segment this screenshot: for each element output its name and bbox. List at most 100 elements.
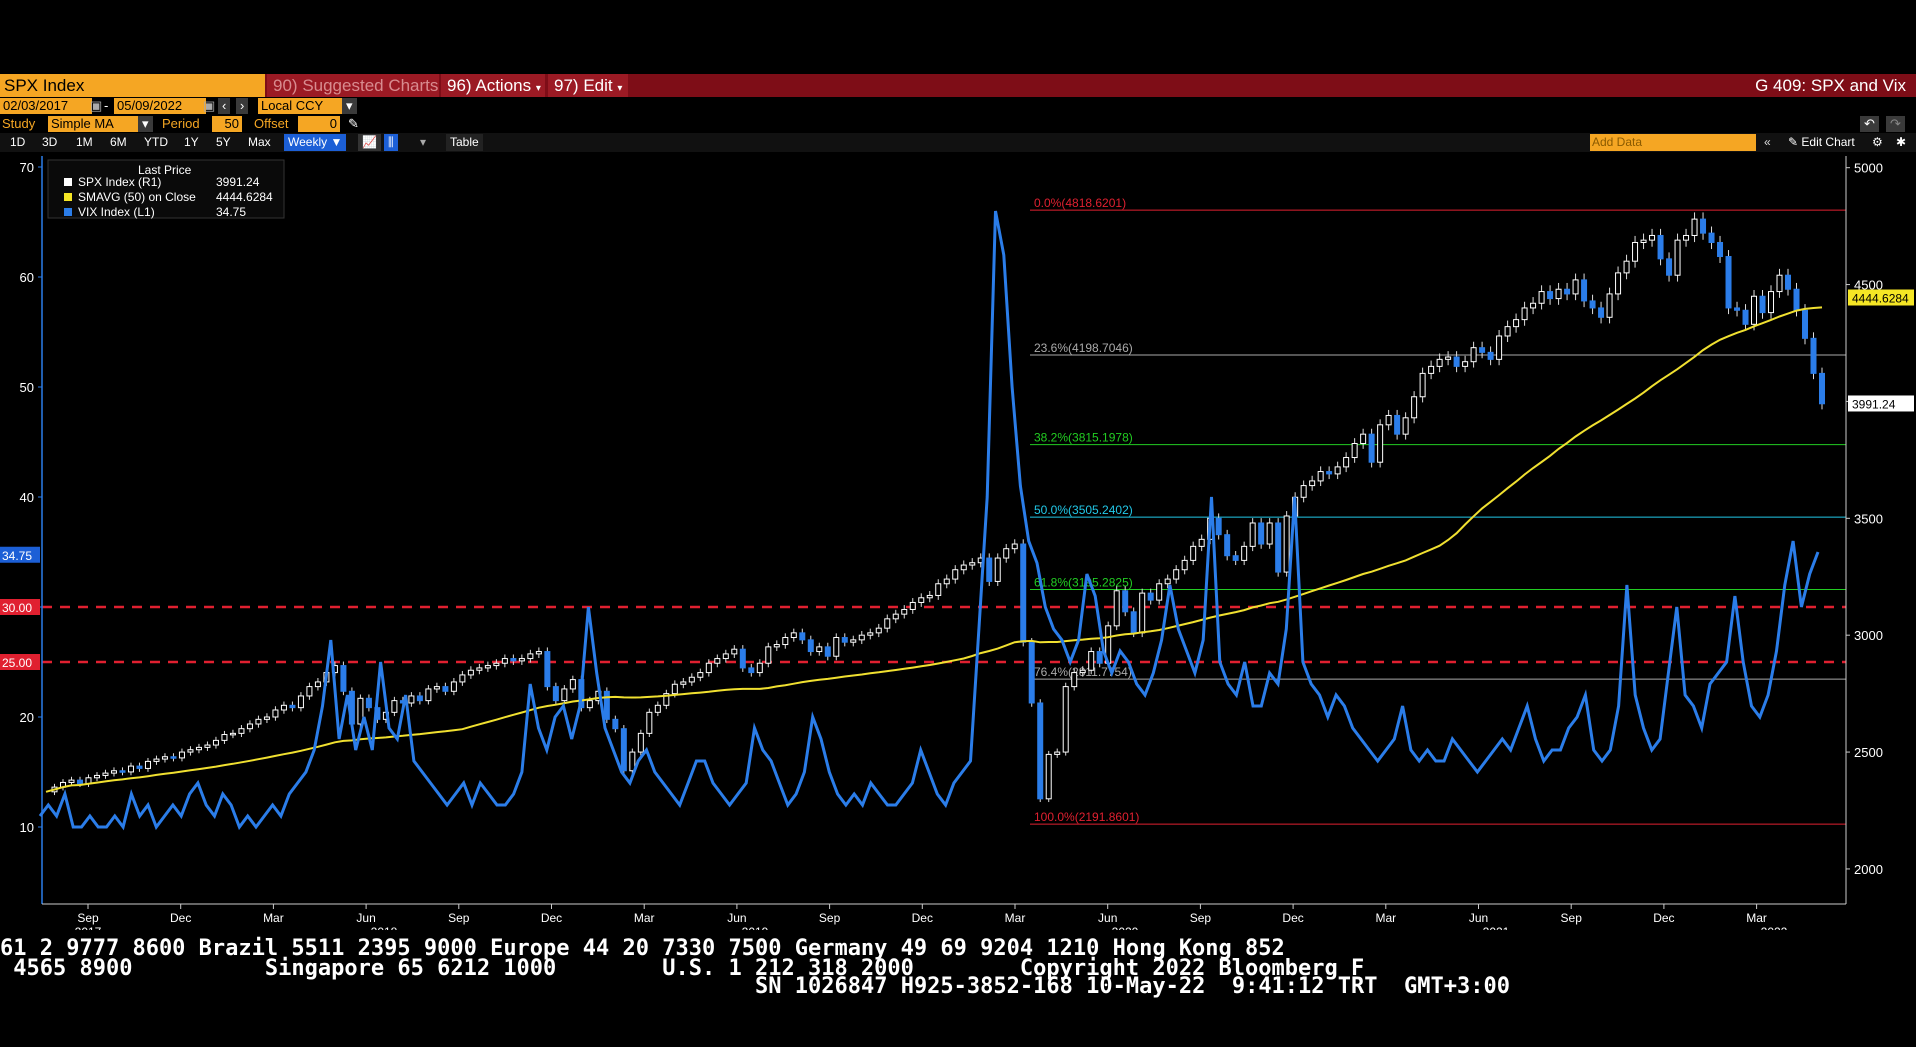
x-tick-label: Jun (1469, 911, 1488, 925)
candle-body (671, 683, 678, 695)
candle-body (255, 718, 262, 725)
actions-menu[interactable]: 96) Actions ▾ (441, 74, 545, 97)
candle-body (365, 697, 372, 709)
edit-chart-label: Edit Chart (1801, 135, 1855, 149)
candle-body (238, 728, 245, 734)
prev-arrow-icon[interactable]: ‹ (218, 98, 231, 114)
candle-body (1810, 337, 1817, 374)
gear-icon[interactable]: ✱ (1896, 135, 1907, 149)
calendar-icon[interactable]: ▣ (90, 98, 103, 113)
undo-icon[interactable]: ↶ (1860, 116, 1879, 132)
frequency-select[interactable]: Weekly ▼ (284, 134, 347, 151)
left-tick-label: 50 (20, 380, 34, 395)
study-select[interactable]: Simple MA (48, 116, 140, 132)
candle-body (1606, 293, 1613, 318)
candle-body (773, 644, 780, 648)
candle-body (901, 608, 908, 615)
candle-body (663, 693, 670, 706)
ticker-field[interactable]: SPX Index (0, 74, 265, 97)
redo-icon[interactable]: ↷ (1886, 116, 1905, 132)
x-tick-label: Jun (1098, 911, 1117, 925)
candle-body (76, 779, 83, 785)
candle-body (884, 618, 891, 629)
candle-body (1581, 279, 1588, 302)
candle-body (408, 695, 415, 704)
candle-body (1666, 258, 1673, 276)
spx-candles (51, 212, 1825, 803)
table-button[interactable]: Table (446, 134, 483, 151)
offset-input[interactable]: 0 (298, 116, 340, 132)
edit-chart-button[interactable]: ✎ Edit Chart (1788, 135, 1855, 149)
candle-body (518, 658, 525, 662)
candle-body (1725, 256, 1732, 309)
x-tick-label: Jun (356, 911, 375, 925)
end-date-input[interactable]: 05/09/2022 (114, 98, 206, 114)
currency-select[interactable]: Local CCY (258, 98, 344, 114)
candle-body (1224, 534, 1231, 557)
calendar-icon[interactable]: ▣ (203, 98, 216, 113)
right-tick-label: 5000 (1854, 161, 1883, 176)
chevron-down-icon[interactable]: ▾ (420, 135, 427, 149)
candle-body (1258, 522, 1265, 545)
pencil-icon[interactable]: ✎ (348, 116, 359, 131)
legend-swatch (64, 193, 72, 201)
candle-body (841, 637, 848, 643)
candle-body (1062, 686, 1069, 753)
range-ytd[interactable]: YTD (144, 135, 168, 149)
candle-chart-icon[interactable]: ⫼ (384, 134, 398, 151)
right-tick-label: 2000 (1854, 862, 1883, 877)
candle-body (340, 665, 347, 692)
candle-body (153, 758, 160, 762)
range-1y[interactable]: 1Y (184, 135, 199, 149)
title-bar: SPX Index 90) Suggested Charts 96) Actio… (0, 74, 1916, 97)
candle-body (1385, 414, 1392, 426)
line-chart-icon[interactable]: 📈 (358, 134, 381, 151)
footer-line-1: 61 2 9777 8600 Brazil 5511 2395 9000 Eur… (0, 936, 1285, 961)
x-tick-label: Mar (263, 911, 284, 925)
right-badge-bg (1848, 289, 1914, 306)
chevron-down-icon[interactable]: ▾ (138, 116, 153, 132)
collapse-icon[interactable]: « (1764, 135, 1771, 149)
chevron-down-icon[interactable]: ▾ (342, 98, 357, 114)
candle-body (1504, 326, 1511, 337)
range-1m[interactable]: 1M (76, 135, 93, 149)
year-label: 2020 (1112, 925, 1139, 930)
candle-body (1496, 335, 1503, 360)
period-input[interactable]: 50 (212, 116, 242, 132)
study-label: Study (2, 116, 36, 131)
candle-body (187, 749, 194, 753)
candle-body (620, 728, 627, 772)
chart-name: G 409: SPX and Vix (1755, 76, 1906, 95)
suggested-charts-menu[interactable]: 90) Suggested Charts (267, 74, 439, 97)
footer-line-3: SN 1026847 H925-3852-168 10-May-22 9:41:… (755, 974, 1510, 999)
range-6m[interactable]: 6M (110, 135, 127, 149)
settings-icon[interactable]: ⚙ (1872, 135, 1883, 149)
candle-body (1368, 433, 1375, 463)
candle-body (1088, 651, 1095, 671)
range-5y[interactable]: 5Y (216, 135, 231, 149)
candle-body (1530, 302, 1537, 309)
start-date-input[interactable]: 02/03/2017 (0, 98, 92, 114)
next-arrow-icon[interactable]: › (236, 98, 249, 114)
range-1d[interactable]: 1D (10, 135, 26, 149)
left-badge-bg (0, 599, 40, 615)
add-data-input[interactable]: Add Data (1590, 134, 1756, 151)
year-label: 2021 (1483, 925, 1510, 930)
year-label: 2018 (371, 925, 398, 930)
range-3d[interactable]: 3D (42, 135, 58, 149)
candle-body (909, 601, 916, 610)
footer-line-2: 4565 8900 Singapore 65 6212 1000 U.S. 1 … (0, 956, 1365, 981)
actions-label: Actions (475, 76, 532, 95)
edit-menu[interactable]: 97) Edit ▾ (548, 74, 628, 97)
candle-body (867, 632, 874, 636)
candle-body (1266, 522, 1273, 545)
top-spacer (0, 0, 1916, 74)
date-separator: - (104, 98, 109, 113)
candle-body (1436, 358, 1443, 367)
candle-body (442, 686, 449, 692)
candle-body (1572, 279, 1579, 295)
candle-body (1045, 753, 1052, 800)
range-max[interactable]: Max (248, 135, 271, 149)
candle-body (1394, 414, 1401, 435)
chart-area[interactable]: 0.0%(4818.6201) 23.6%(4198.7046) 38.2%(381… (0, 152, 1916, 930)
